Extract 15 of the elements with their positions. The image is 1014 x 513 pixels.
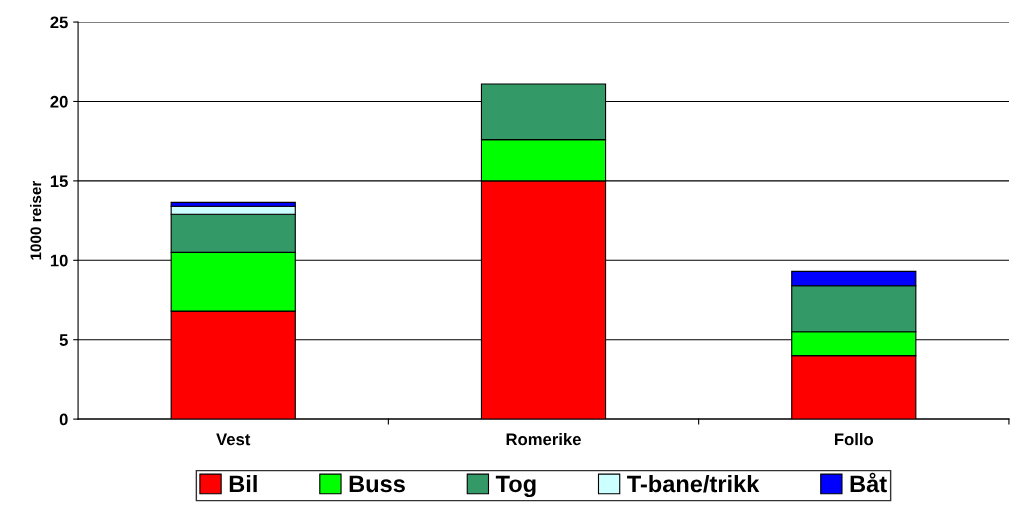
- legend-label: Bil: [229, 474, 257, 493]
- y-axis-title: 1000 reiser: [30, 180, 42, 260]
- legend-label: Tog: [495, 475, 536, 498]
- y-tick-label: 20: [50, 95, 68, 108]
- legend-label: Båt: [850, 472, 887, 493]
- y-tick-label: 25: [50, 16, 68, 29]
- legend-label: T-bane/trikk: [627, 474, 760, 493]
- x-tick-label: Vest: [216, 433, 251, 446]
- y-tick-label: 0: [59, 413, 68, 426]
- y-tick-label: 5: [59, 334, 68, 346]
- x-tick-label: Follo: [835, 433, 874, 446]
- legend-label: Buss: [349, 475, 405, 493]
- y-tick-label: 10: [50, 254, 68, 267]
- y-tick-label: 15: [50, 175, 68, 188]
- x-tick-label: Romerike: [506, 433, 581, 446]
